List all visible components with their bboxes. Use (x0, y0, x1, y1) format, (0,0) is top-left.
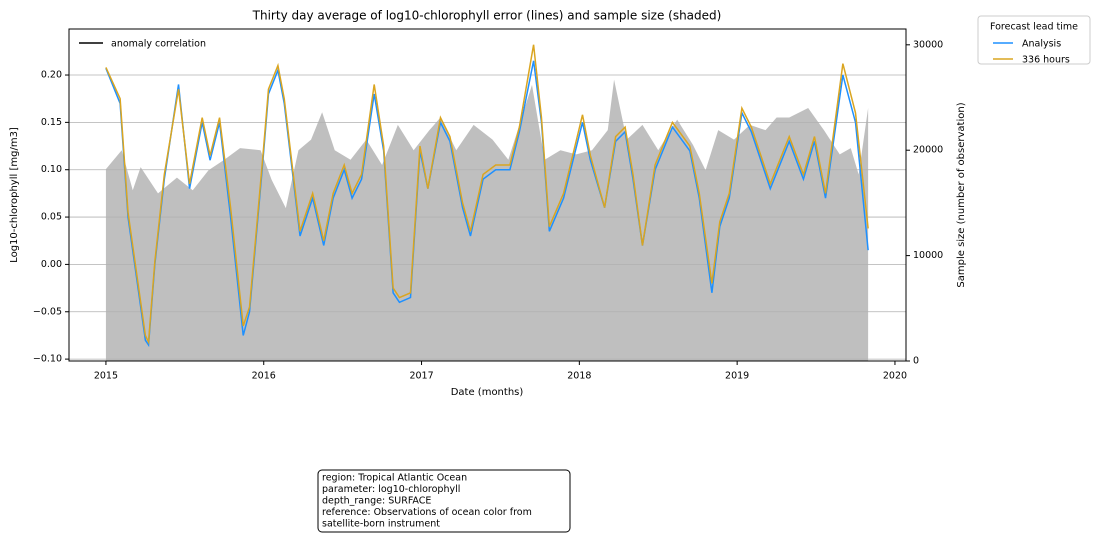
y2-axis-label: Sample size (number of observation) (956, 102, 967, 287)
y-tick-label: 0.00 (41, 259, 62, 270)
info-line: parameter: log10-chlorophyll (322, 484, 460, 495)
info-box (317, 469, 571, 533)
x-tick-label: 2018 (567, 371, 591, 382)
y2-tick-label: 30000 (913, 39, 943, 50)
chart-title: Thirty day average of log10-chlorophyll … (252, 9, 722, 23)
plot-frame (68, 28, 907, 362)
x-tick-label: 2017 (409, 371, 433, 382)
legend-label: anomaly correlation (111, 39, 206, 50)
x-tick-label: 2016 (252, 371, 276, 382)
x-tick-label: 2020 (883, 371, 907, 382)
info-line: depth_range: SURFACE (322, 496, 431, 507)
y-tick-label: 0.10 (41, 164, 62, 175)
legend-title: Forecast lead time (990, 22, 1078, 33)
y2-tick-label: 0 (913, 356, 919, 367)
legend-label: Analysis (1022, 39, 1061, 50)
y2-tick-label: 10000 (913, 250, 943, 261)
series-line (105, 44, 869, 345)
info-line: region: Tropical Atlantic Ocean (322, 473, 467, 484)
y-axis-label: Log10-chlorophyll [mg/m3] (9, 127, 20, 263)
info-line: satellite-born instrument (322, 519, 440, 530)
y2-tick-label: 20000 (913, 145, 943, 156)
y-tick-label: 0.05 (41, 212, 62, 223)
sample-size-area (105, 79, 869, 361)
x-axis-label: Date (months) (451, 387, 524, 398)
legend-label: 336 hours (1022, 55, 1070, 66)
y-tick-label: −0.05 (33, 306, 62, 317)
legend-box (977, 15, 1091, 65)
y-tick-label: 0.20 (41, 70, 62, 81)
y-tick-label: −0.10 (33, 354, 62, 365)
x-tick-label: 2019 (725, 371, 749, 382)
info-line: reference: Observations of ocean color f… (322, 507, 532, 518)
x-tick-label: 2015 (94, 371, 118, 382)
series-line (105, 60, 869, 348)
y-tick-label: 0.15 (41, 117, 62, 128)
